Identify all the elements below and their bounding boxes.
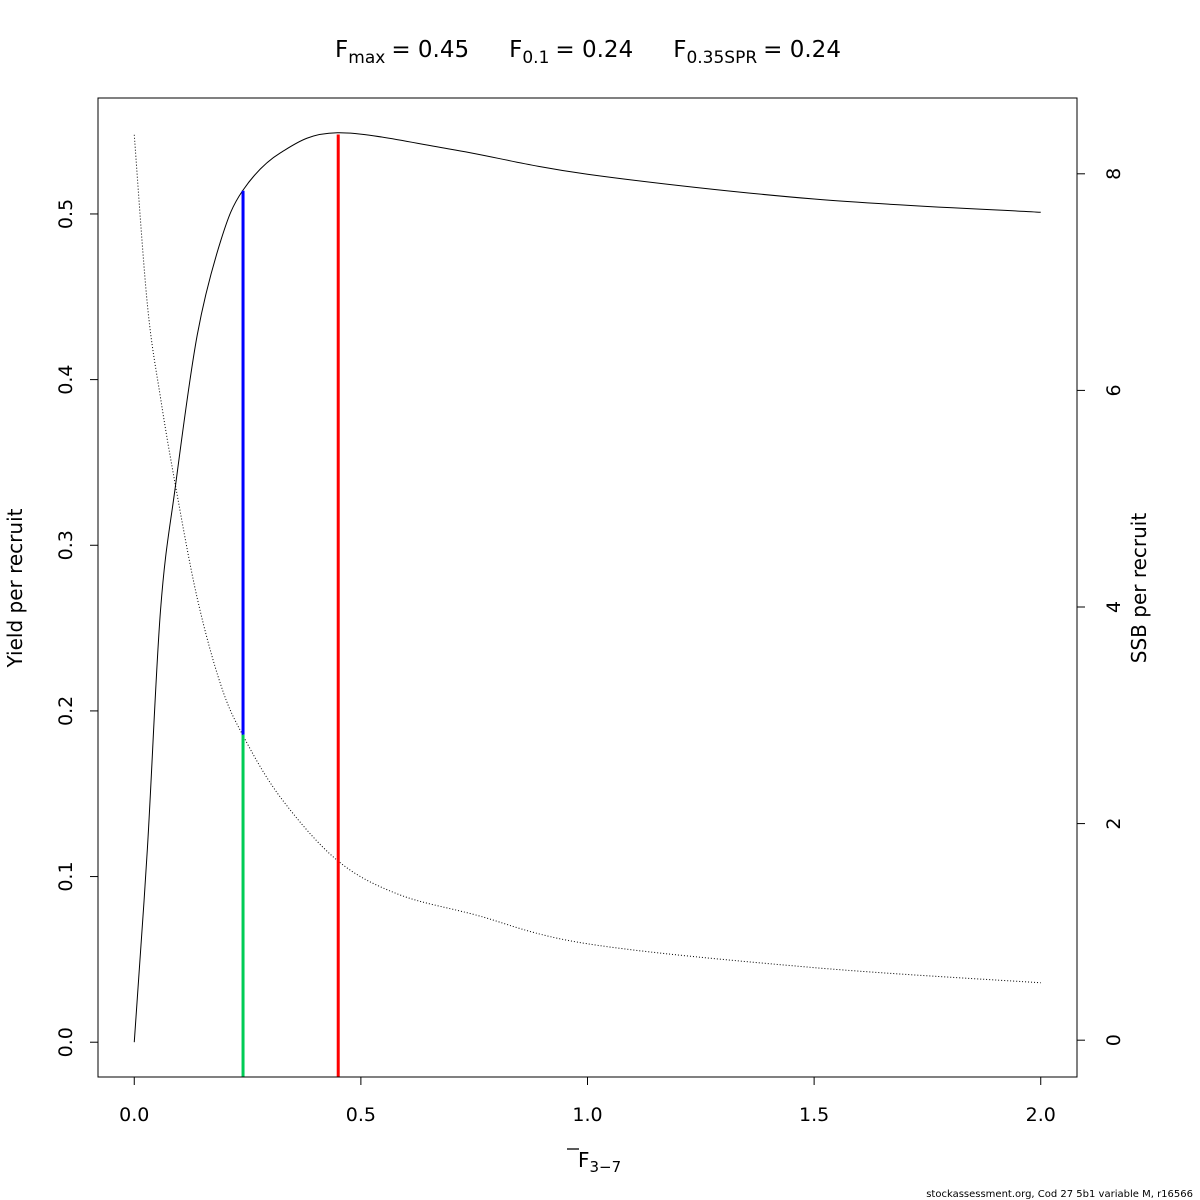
- y-right-tick-label: 0: [1103, 1034, 1125, 1046]
- y-axis-label-right: SSB per recruit: [1127, 513, 1151, 664]
- y-left-tick-label: 0.2: [55, 696, 77, 726]
- x-tick-label: 0.5: [346, 1104, 376, 1126]
- x-axis-label: F3−7: [578, 1148, 621, 1176]
- y-right-tick-label: 8: [1103, 168, 1125, 180]
- y-axis-label-left: Yield per recruit: [3, 508, 27, 668]
- chart-title: Fmax = 0.45 F0.1 = 0.24 F0.35SPR = 0.24: [335, 37, 841, 68]
- x-tick-label: 0.0: [119, 1104, 149, 1126]
- x-tick-label: 2.0: [1026, 1104, 1056, 1126]
- y-right-tick-label: 4: [1103, 601, 1125, 613]
- ypr-curve: [133, 132, 1041, 1043]
- y-right-tick-label: 2: [1103, 818, 1125, 830]
- footer-credit: stockassessment.org, Cod 27 5b1 variable…: [926, 1189, 1193, 1200]
- y-right-tick-label: 6: [1103, 384, 1125, 396]
- y-left-tick-label: 0.5: [55, 199, 77, 229]
- x-tick-label: 1.0: [572, 1104, 602, 1126]
- y-left-tick-label: 0.1: [55, 861, 77, 891]
- y-left-tick-label: 0.4: [55, 364, 77, 394]
- y-left-tick-label: 0.0: [55, 1027, 77, 1057]
- y-left-tick-label: 0.3: [55, 530, 77, 560]
- x-tick-label: 1.5: [799, 1104, 829, 1126]
- plot-frame: [97, 97, 1078, 1078]
- ssb-curve: [133, 134, 1041, 984]
